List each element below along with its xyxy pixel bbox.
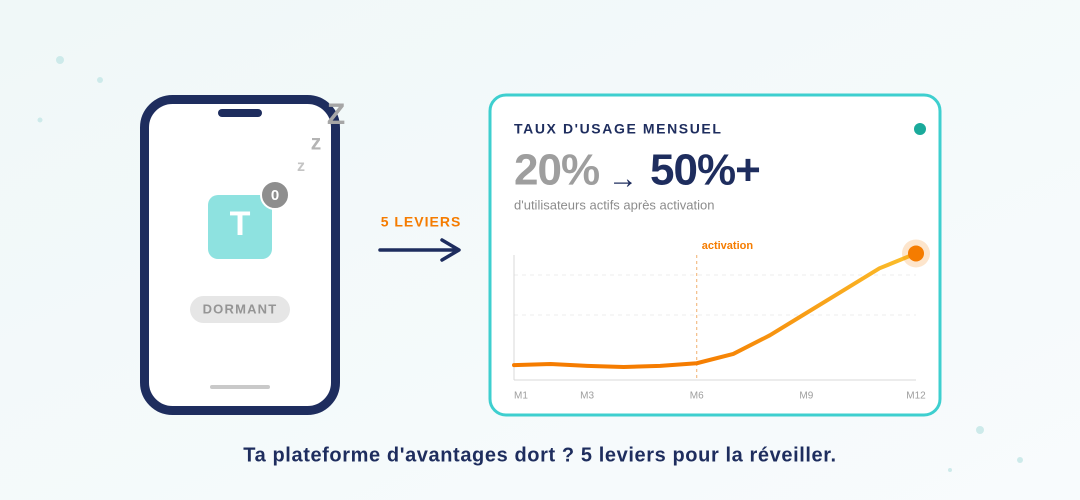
status: DORMANT bbox=[203, 301, 278, 316]
app-letter: T bbox=[230, 205, 251, 243]
card-subtitle: d'utilisateurs actifs après activation bbox=[514, 197, 714, 212]
from-value: 20% bbox=[514, 146, 599, 195]
x-tick-label: M3 bbox=[580, 391, 594, 402]
card bbox=[488, 93, 942, 417]
badge bbox=[260, 180, 290, 210]
badge-count: 0 bbox=[271, 187, 279, 204]
status-dot bbox=[914, 123, 926, 135]
x-tick-label: M9 bbox=[799, 391, 813, 402]
phone-notch bbox=[218, 109, 262, 117]
status-pill bbox=[190, 296, 290, 323]
arrow bbox=[378, 238, 461, 262]
to-value: 50%+ bbox=[650, 146, 760, 195]
app-icon bbox=[208, 195, 272, 259]
sleep-z: z bbox=[297, 158, 305, 175]
x-tick-label: M1 bbox=[514, 391, 528, 402]
card-title: TAUX D'USAGE MENSUEL bbox=[514, 121, 723, 137]
activation-label: activation bbox=[702, 240, 754, 252]
x-tick-label: M6 bbox=[690, 391, 704, 402]
footer: Ta plateforme d'avantages dort ? 5 levie… bbox=[243, 444, 836, 466]
sleep-z: Z bbox=[327, 98, 345, 131]
arrow-label: 5 LEVIERS bbox=[381, 214, 462, 230]
trend-arrow: → bbox=[608, 162, 638, 195]
sleep-z: z bbox=[311, 132, 322, 155]
decor bbox=[37, 56, 1023, 472]
usage-line bbox=[512, 251, 918, 369]
home-bar bbox=[210, 385, 270, 389]
end-point bbox=[908, 245, 924, 262]
x-tick-label: M12 bbox=[906, 391, 926, 402]
